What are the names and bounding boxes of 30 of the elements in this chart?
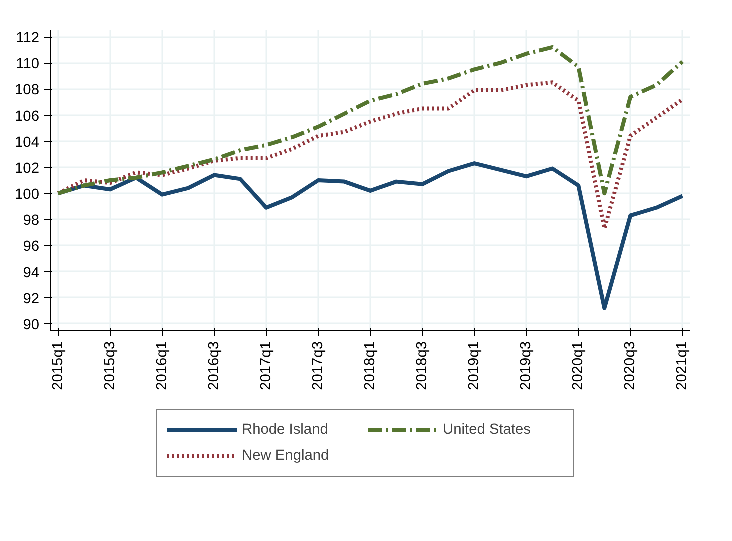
y-tick-label: 98 [23,213,40,230]
x-tick-label: 2015q3 [102,341,118,390]
legend-label: New England [242,448,330,464]
y-tick-label: 90 [23,317,40,334]
x-tick-label: 2018q1 [362,341,378,390]
x-tick-label: 2019q3 [518,341,535,390]
y-tick-label: 106 [15,108,40,125]
y-tick-label: 94 [23,265,40,282]
y-tick-label: 108 [15,82,40,99]
y-tick-label: 104 [15,134,40,151]
x-tick-label: 2018q3 [414,341,431,390]
y-tick-label: 92 [23,291,40,308]
x-tick-label: 2021q1 [674,341,691,390]
legend-label: Rhode Island [242,422,330,438]
y-tick-label: 96 [23,239,40,256]
x-tick-label: 2015q1 [50,341,66,390]
x-tick-label: 2020q1 [570,341,587,390]
line-series [56,45,685,196]
y-tick-label: 102 [15,160,40,177]
x-tick-label: 2016q1 [154,341,170,390]
x-tick-label: 2020q3 [622,341,639,390]
line-series [56,80,685,231]
x-tick-label: 2019q1 [466,341,483,390]
x-tick-label: 2016q3 [206,341,222,390]
legend-label: United States [443,422,532,438]
y-tick-label: 110 [16,56,40,73]
y-tick-label: 100 [15,187,40,204]
y-tick-label: 112 [16,30,40,47]
x-tick-label: 2017q3 [310,341,326,390]
x-tick-label: 2017q1 [258,341,274,390]
